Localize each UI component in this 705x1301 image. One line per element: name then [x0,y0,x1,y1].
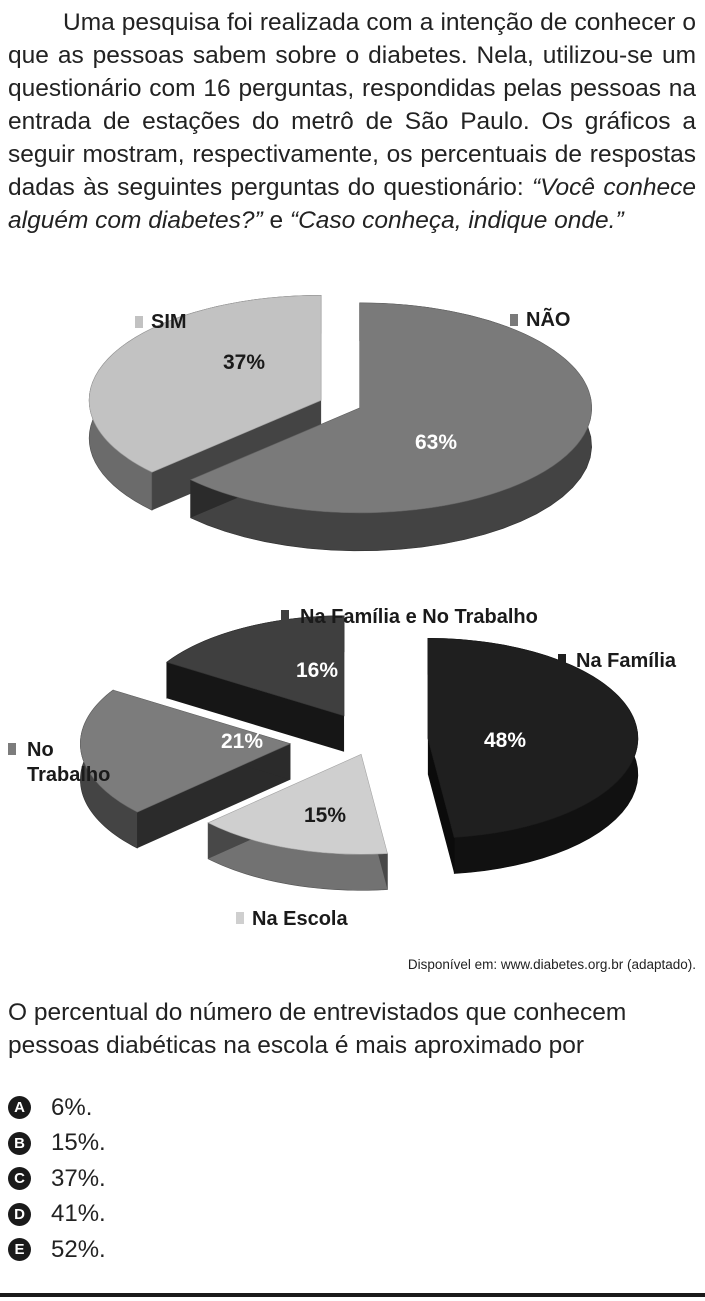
legend-item-na-familia-e-no-trabalho: Na Família e No Trabalho [281,606,538,628]
legend-label-no-trabalho-2: Trabalho [27,764,110,786]
option-b-text: 15%. [51,1129,106,1157]
legend-label-na-familia-e-no-trabalho: Na Família e No Trabalho [300,606,538,628]
intro-connector: e [262,207,290,234]
option-c-text: 37%. [51,1164,106,1192]
option-a-text: 6%. [51,1093,93,1121]
option-a-badge: A [8,1096,31,1120]
intro-paragraph: Uma pesquisa foi realizada com a intençã… [8,6,696,237]
intro-quote-2: “Caso conheça, indique onde.” [289,207,624,234]
pie-slice-na-familia-e-no-trabalho [166,615,345,717]
legend-label-nao: NÃO [526,308,570,331]
pie-chart-knows-someone: 37% 63% SIM NÃO [88,295,592,552]
option-b[interactable]: B 15%. [8,1126,106,1162]
pie-slice-na-familia [427,638,639,838]
legend-label-sim: SIM [151,311,187,333]
legend-item-na-familia: Na Família [558,650,677,672]
option-c[interactable]: C 37%. [8,1161,106,1197]
legend-item-nao: NÃO [510,308,570,331]
value-label-nao: 63% [415,431,457,454]
answer-options: A 6%. B 15%. C 37%. D 41%. E 52%. [8,1090,106,1268]
option-e-text: 52%. [51,1235,106,1263]
legend-item-sim: SIM [135,311,187,333]
option-d[interactable]: D 41%. [8,1197,106,1233]
legend-label-na-escola: Na Escola [252,908,348,930]
value-label-na-familia-e-no-trabalho: 16% [296,659,338,682]
option-d-badge: D [8,1202,31,1226]
value-label-na-escola: 15% [304,804,346,827]
pie-slice-no-trabalho [80,689,292,813]
question-text: O percentual do número de entrevistados … [8,999,627,1059]
intro-text: Uma pesquisa foi realizada com a intençã… [8,9,696,201]
option-b-badge: B [8,1131,31,1155]
legend-item-no-trabalho: No Trabalho [8,739,110,786]
intro-quote-1: “Você conhece alguém com diabetes?” [8,174,696,234]
value-label-no-trabalho: 21% [221,730,263,753]
option-e-badge: E [8,1238,31,1262]
pie-chart-where: 48% 15% 21% 16% Na Família Na Escola No Trabalh… [8,606,677,930]
option-c-badge: C [8,1167,31,1191]
option-e[interactable]: E 52%. [8,1232,106,1268]
legend-label-na-familia: Na Família [576,650,677,672]
legend-label-no-trabalho-1: No [27,739,54,761]
source-caption: Disponível em: www.diabetes.org.br (adap… [407,957,696,972]
bottom-rule [0,1293,705,1297]
legend-item-na-escola: Na Escola [236,908,348,930]
option-d-text: 41%. [51,1200,106,1228]
option-a[interactable]: A 6%. [8,1090,106,1126]
value-label-na-familia: 48% [484,729,526,752]
pie-slice-nao [189,302,592,514]
pie-slice-sim [88,295,322,473]
pie-slice-na-escola [207,753,388,855]
value-label-sim: 37% [223,351,265,374]
